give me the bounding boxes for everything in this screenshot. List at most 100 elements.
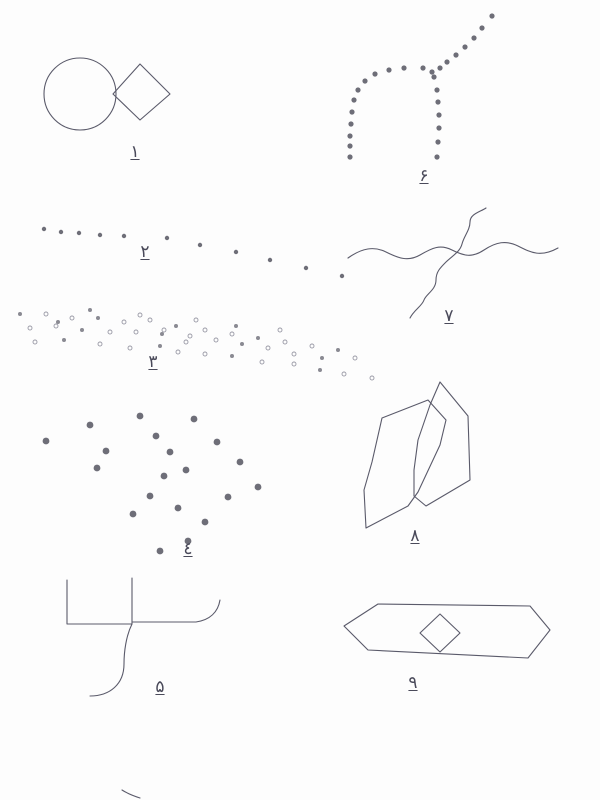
figure-6-dot [355, 87, 361, 93]
figure-3-dot [56, 320, 60, 324]
figure-4-dot [190, 415, 198, 423]
figure-4-dot [129, 510, 137, 518]
figure-4-scattered-dots [42, 412, 262, 555]
figure-4-dot [236, 458, 244, 466]
figure-3-dot [62, 338, 66, 342]
figure-2-dotted-line [41, 226, 345, 279]
figure-6-dot [453, 52, 459, 58]
figure-6-dot [420, 65, 426, 71]
figure-7-horizontal-wave [347, 241, 559, 260]
figure-3-dot [107, 329, 113, 335]
figure-8-left-shape [363, 399, 447, 529]
figure-2-dot [339, 273, 345, 279]
label-figure-3: ٣ [148, 352, 158, 372]
figure-6-dot [431, 74, 437, 80]
figure-1-circle-diamond [43, 57, 171, 131]
figure-8-right-shape [413, 381, 471, 507]
figure-4-dot [136, 412, 144, 420]
figure-4-dot [156, 547, 164, 555]
figure-6-dot [347, 154, 353, 160]
figure-4-dot [213, 438, 221, 446]
figure-3-dot [193, 317, 199, 323]
label-figure-4: ٤ [183, 539, 193, 559]
figure-3-dot [282, 339, 288, 345]
figure-6-dot [471, 35, 477, 41]
figure-6-dot [349, 109, 355, 115]
figure-6-dot [462, 44, 468, 50]
figure-3-dot [183, 339, 189, 345]
figure-6-dot [436, 125, 442, 131]
figure-6-dotted-hook [347, 13, 495, 160]
figure-6-dot [362, 78, 368, 84]
label-figure-9: ٩ [408, 673, 418, 693]
figure-4-dot [201, 518, 209, 526]
figure-3-dot [234, 324, 238, 328]
figure-6-dot [386, 67, 392, 73]
figure-5-right-hook [131, 599, 221, 623]
figure-3-dot [175, 349, 181, 355]
figure-3-dot [202, 327, 208, 333]
figure-2-dot [121, 233, 127, 239]
figure-7-wavy-lines [347, 207, 559, 319]
figure-3-dot [230, 354, 234, 358]
figure-6-dot [437, 65, 443, 71]
figure-5-bracket-shape [66, 577, 221, 697]
figure-2-dot [58, 229, 64, 235]
figure-3-dot [137, 312, 143, 318]
figure-3-dot [174, 324, 178, 328]
figure-3-dot [127, 345, 133, 351]
figure-3-dot [336, 348, 340, 352]
figure-2-dot [197, 242, 203, 248]
figure-3-dot [341, 371, 347, 377]
figure-3-dot [97, 341, 103, 347]
figure-4-dot [93, 464, 101, 472]
label-figure-1: ١ [130, 142, 140, 162]
figure-3-dot [88, 308, 92, 312]
figure-4-dot [224, 493, 232, 501]
figure-4-dot [160, 472, 168, 480]
figure-3-dot [158, 344, 162, 348]
label-figure-6: ۶ [419, 166, 429, 186]
figure-6-dot [372, 71, 378, 77]
figure-6-dot [351, 97, 357, 103]
figure-3-dot [187, 333, 193, 339]
figure-4-dot [174, 504, 182, 512]
figure-3-dot [133, 329, 139, 335]
figure-2-dot [76, 230, 82, 236]
figure-3-dot [80, 328, 84, 332]
figure-3-dot [352, 355, 358, 361]
figure-2-dot [164, 235, 170, 241]
figure-3-dot [369, 375, 375, 381]
figure-4-dot [86, 421, 94, 429]
figure-3-dot [291, 361, 297, 367]
figure-1-circle [43, 57, 117, 131]
figure-6-dot [434, 87, 440, 93]
figure-3-dot-field [18, 308, 375, 381]
figure-1-diamond [112, 63, 171, 121]
figure-3-dot [318, 368, 322, 372]
figure-3-dot [32, 339, 38, 345]
figure-3-dot [256, 336, 260, 340]
figure-3-dot [43, 311, 49, 317]
figure-6-dot [436, 112, 442, 118]
figure-6-dot [444, 59, 450, 65]
figure-3-dot [265, 345, 271, 351]
figure-5-tail [89, 623, 133, 697]
figure-7-vertical-wave [409, 207, 487, 319]
figure-6-dot [435, 139, 441, 145]
figure-2-dot [97, 232, 103, 238]
figure-9-diamond [419, 613, 461, 653]
figure-4-dot [152, 432, 160, 440]
figure-8-parallelograms [363, 381, 471, 529]
figure-4-dot [166, 448, 174, 456]
label-figure-7: ٧ [444, 306, 454, 326]
figure-9-hexagon-diamond [343, 603, 551, 659]
figure-4-dot [182, 466, 190, 474]
figure-4-dot [42, 437, 50, 445]
figure-2-dot [267, 257, 273, 263]
figure-4-dot [184, 537, 192, 545]
figure-3-dot [18, 312, 22, 316]
figure-3-dot [309, 343, 315, 349]
figure-4-dot [102, 447, 110, 455]
